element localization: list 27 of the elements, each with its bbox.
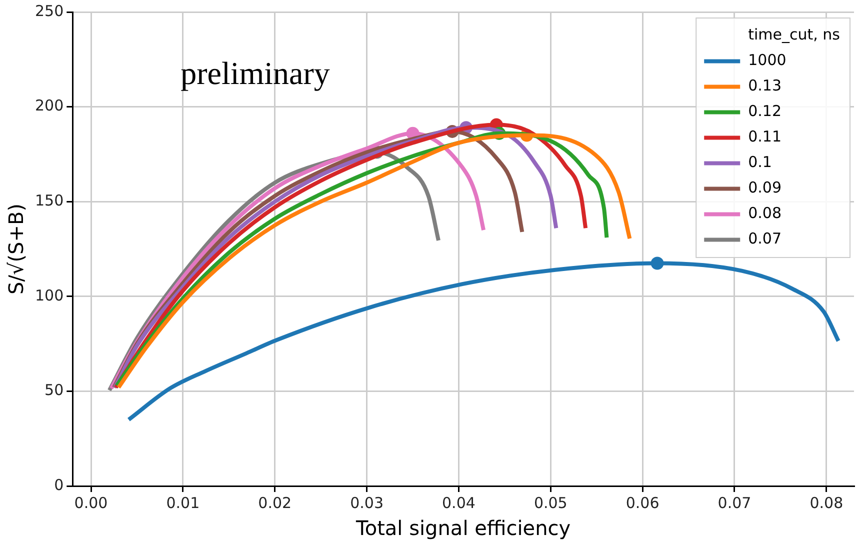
x-tick-label: 0.00 — [74, 494, 108, 512]
x-tick-label: 0.05 — [534, 494, 568, 512]
x-tick-label: 0.07 — [718, 494, 752, 512]
legend-label: 0.08 — [748, 204, 782, 222]
legend-label: 1000 — [748, 51, 786, 70]
y-tick-label: 250 — [34, 2, 64, 20]
x-tick-label: 0.03 — [350, 494, 384, 512]
x-tick-label: 0.04 — [442, 494, 476, 512]
x-tick-label: 0.06 — [626, 494, 660, 512]
x-axis-title: Total signal efficiency — [355, 516, 571, 540]
legend-label: 0.1 — [748, 153, 772, 172]
y-tick-label: 50 — [44, 381, 64, 400]
x-tick-label: 0.08 — [810, 494, 844, 512]
x-tick-label: 0.02 — [258, 494, 292, 512]
legend-title: time_cut, ns — [748, 26, 840, 44]
legend-label: 0.07 — [748, 230, 782, 248]
legend-label: 0.11 — [748, 128, 782, 146]
legend-label: 0.12 — [748, 102, 782, 120]
y-tick-label: 150 — [34, 191, 64, 210]
x-tick-label: 0.01 — [166, 494, 200, 512]
y-axis-title: S/√(S+B) — [4, 204, 28, 294]
annotation: preliminary — [180, 55, 330, 91]
y-tick-label: 200 — [34, 96, 64, 115]
legend-label: 0.13 — [748, 76, 782, 95]
y-tick-label: 0 — [54, 476, 64, 494]
legend-label: 0.09 — [748, 178, 782, 197]
y-tick-label: 100 — [34, 286, 64, 304]
